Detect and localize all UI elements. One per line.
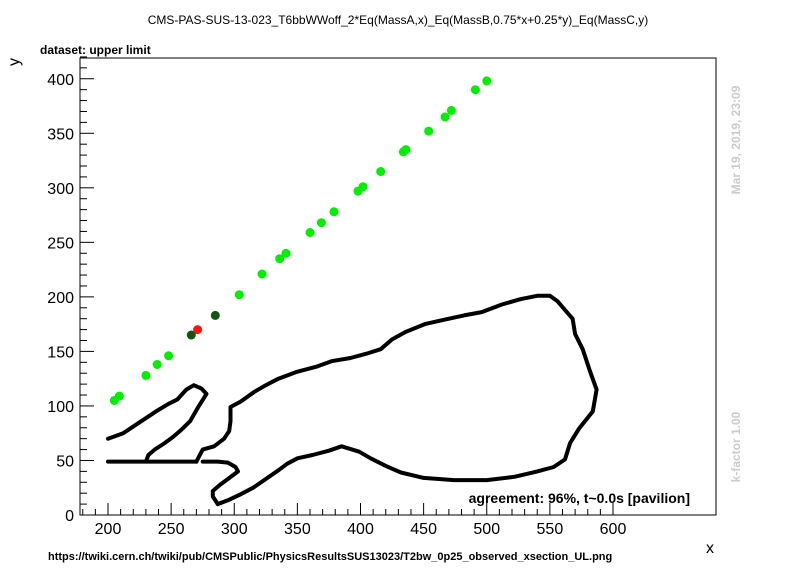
- data-point-22: [446, 105, 456, 115]
- data-point-24: [482, 76, 492, 86]
- data-point-11: [281, 248, 291, 258]
- data-point-17: [376, 167, 386, 176]
- dataset-label: dataset: upper limit: [40, 43, 151, 57]
- data-point-3: [152, 360, 162, 369]
- data-point-6: [193, 325, 203, 335]
- data-point-20: [424, 126, 434, 136]
- y-tick-label: 250: [47, 235, 74, 252]
- data-point-10: [275, 254, 285, 264]
- x-tick-label: 350: [284, 521, 311, 538]
- data-point-1: [114, 391, 124, 401]
- chart-title: CMS-PAS-SUS-13-023_T6bbWWoff_2*Eq(MassA,…: [148, 13, 649, 27]
- data-point-13: [316, 218, 326, 228]
- data-point-12: [305, 228, 315, 237]
- data-point-7: [210, 310, 220, 320]
- y-tick-label: 150: [47, 344, 74, 361]
- contour-line-0: [106, 383, 209, 464]
- y-tick-label: 350: [47, 126, 74, 143]
- agreement-note: agreement: 96%, t~0.0s [pavilion]: [469, 490, 690, 506]
- data-point-16: [358, 182, 368, 192]
- y-axis-title: y: [6, 58, 23, 66]
- y-tick-label: 50: [56, 453, 74, 470]
- x-tick-label: 250: [158, 521, 185, 538]
- data-point-21: [440, 112, 450, 122]
- x-tick-label: 450: [410, 521, 437, 538]
- data-point-5: [186, 330, 196, 340]
- data-point-14: [329, 207, 339, 217]
- data-point-23: [470, 85, 480, 95]
- contour-line-2: [194, 293, 599, 507]
- data-point-19: [401, 145, 411, 155]
- y-tick-label: 400: [47, 72, 74, 89]
- x-tick-label: 300: [221, 521, 248, 538]
- x-axis: 200 250 300 350 400 450 500 550 600: [82, 503, 627, 538]
- data-point-4: [164, 351, 174, 361]
- y-tick-label: 200: [47, 290, 74, 307]
- y-tick-label: 0: [65, 508, 74, 525]
- x-tick-label: 550: [537, 521, 564, 538]
- k-factor-label: k-factor 1.00: [729, 411, 743, 482]
- source-url: https://twiki.cern.ch/twiki/pub/CMSPubli…: [48, 551, 612, 563]
- data-points: [109, 76, 492, 405]
- data-point-9: [257, 269, 267, 279]
- data-point-8: [234, 290, 244, 300]
- y-tick-label: 100: [47, 399, 74, 416]
- contour-line-3: [200, 459, 240, 507]
- x-tick-label: 500: [473, 521, 500, 538]
- plot-frame: [79, 57, 717, 516]
- x-tick-label: 600: [600, 521, 627, 538]
- x-tick-label: 200: [95, 521, 122, 538]
- data-point-2: [141, 370, 151, 380]
- exclusion-contours: [106, 293, 599, 507]
- timestamp-label: Mar 19, 2019, 23:09: [729, 85, 743, 194]
- y-tick-label: 300: [47, 181, 74, 198]
- y-axis: 0 50 100 150 200 250 300 350 400: [47, 56, 94, 525]
- x-tick-label: 400: [347, 521, 374, 538]
- x-axis-title: x: [706, 540, 714, 557]
